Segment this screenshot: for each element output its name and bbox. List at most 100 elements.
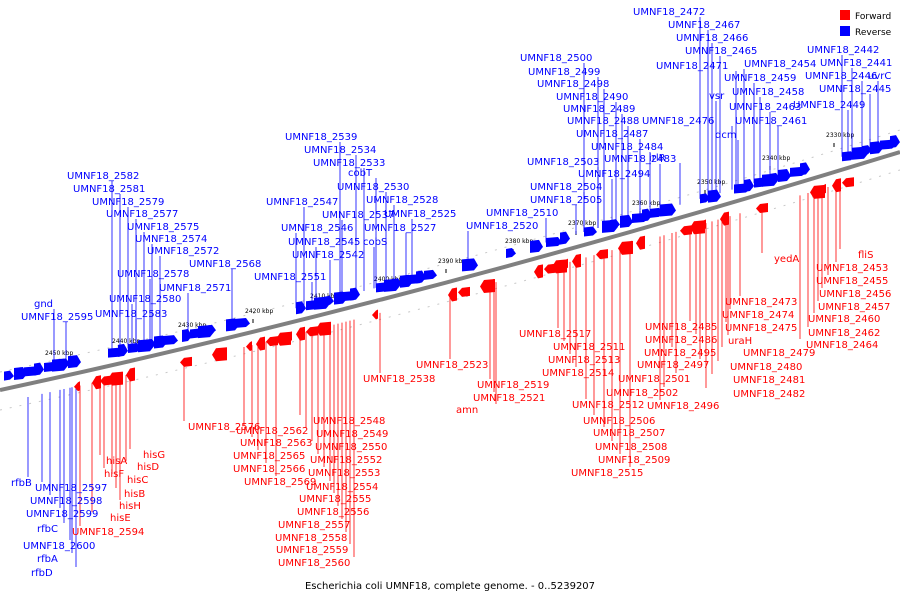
gene-label[interactable]: rfbD [31,568,53,579]
gene-label[interactable]: UMNF18_2577 [106,209,178,220]
gene-label[interactable]: UMNF18_2460 [808,314,880,325]
gene-label[interactable]: UMNF18_2457 [818,302,890,313]
gene-label[interactable]: UMNF18_2501 [618,374,690,385]
gene-label[interactable]: UMNF18_2563 [240,438,312,449]
gene-label[interactable]: hisF [104,469,124,480]
reverse-gene[interactable] [530,239,543,253]
gene-label[interactable]: UMNF18_2555 [299,494,371,505]
gene-label[interactable]: UMNF18_2560 [278,558,350,569]
forward-gene[interactable] [572,253,581,268]
gene-label[interactable]: UMNF18_2504 [530,182,602,193]
gene-label[interactable]: UMNF18_2490 [556,92,628,103]
forward-gene[interactable] [832,178,841,193]
reverse-gene[interactable] [4,370,14,381]
gene-label[interactable]: UMNF18_2550 [315,442,387,453]
gene-label[interactable]: UMNF18_2530 [337,182,409,193]
gene-label[interactable]: UMNF18_2499 [528,67,600,78]
forward-gene[interactable] [266,336,278,347]
gene-label[interactable]: UMNF18_2514 [542,368,614,379]
reverse-gene[interactable] [324,295,334,306]
forward-gene[interactable] [596,249,608,260]
gene-label[interactable]: irlR [649,153,666,164]
forward-gene[interactable] [126,367,135,382]
forward-gene[interactable] [212,347,227,362]
gene-label[interactable]: UMNF18_2547 [266,197,338,208]
forward-gene[interactable] [756,202,768,213]
gene-label[interactable]: UMNF18_2523 [416,360,488,371]
gene-label[interactable]: UMNF18_2537 [322,210,394,221]
forward-gene[interactable] [458,286,470,297]
gene-label[interactable]: UMNF18_2549 [316,429,388,440]
reverse-gene[interactable] [584,226,597,237]
reverse-gene[interactable] [68,355,81,369]
forward-gene[interactable] [820,183,826,194]
gene-label[interactable]: UMNF18_2500 [520,53,592,64]
gene-label[interactable]: UMNF18_2598 [30,496,102,507]
reverse-gene[interactable] [350,287,360,301]
forward-gene[interactable] [296,326,305,341]
reverse-gene[interactable] [870,141,883,155]
gene-label[interactable]: rfbB [11,478,32,489]
gene-label[interactable]: UMNF18_2473 [725,297,797,308]
reverse-gene[interactable] [34,362,44,376]
forward-gene[interactable] [276,331,291,346]
reverse-gene[interactable] [770,172,780,183]
gene-label[interactable]: UMNF18_2480 [730,362,802,373]
gene-label[interactable]: UMNF18_2508 [595,442,667,453]
gene-label[interactable]: UMNF18_2475 [725,323,797,334]
gene-label[interactable]: UMNF18_2479 [743,348,815,359]
forward-gene[interactable] [636,235,645,250]
gene-label[interactable]: hisE [110,513,131,524]
gene-label[interactable]: UMNF18_2553 [308,468,380,479]
reverse-gene[interactable] [146,338,156,349]
gene-label[interactable]: UMNF18_2505 [530,195,602,206]
gene-label[interactable]: UMNF18_2521 [473,393,545,404]
gene-label[interactable]: UMNF18_2517 [519,329,591,340]
reverse-gene[interactable] [206,324,216,335]
gene-label[interactable]: fliS [858,250,873,261]
forward-gene[interactable] [680,225,692,236]
reverse-gene[interactable] [182,328,192,342]
reverse-gene[interactable] [800,162,810,176]
gene-label[interactable]: UMNF18_2575 [127,222,199,233]
gene-label[interactable]: UMNF18_2583 [95,309,167,320]
reverse-gene[interactable] [60,358,70,369]
gene-label[interactable]: UMNF18_2506 [583,416,655,427]
gene-label[interactable]: UMNF18_2546 [281,223,353,234]
gene-label[interactable]: amn [456,405,478,416]
gene-label[interactable]: rfbC [37,524,58,535]
gene-label[interactable]: yedA [774,254,799,265]
forward-gene[interactable] [256,336,265,351]
gene-label[interactable]: UMNF18_2519 [477,380,549,391]
gene-label[interactable]: UMNF18_2597 [35,483,107,494]
gene-label[interactable]: UMNF18_2574 [135,234,207,245]
reverse-gene[interactable] [506,247,516,258]
gene-label[interactable]: UMNF18_2484 [591,142,663,153]
gene-label[interactable]: UMNF18_2556 [297,507,369,518]
gene-label[interactable]: UMNF18_2449 [793,100,865,111]
gene-label[interactable]: rfbA [37,554,58,565]
reverse-gene[interactable] [778,168,791,182]
gene-label[interactable]: UMNF18_2503 [527,157,599,168]
reverse-gene[interactable] [642,208,652,222]
gene-label[interactable]: UMNF18_2483 [604,154,676,165]
gene-label[interactable]: UMNF18_2472 [633,7,705,18]
gene-label[interactable]: cobS [363,237,387,248]
gene-label[interactable]: UMNF18_2528 [366,195,438,206]
gene-label[interactable]: UMNF18_2565 [233,451,305,462]
gene-label[interactable]: UMNF18_2507 [593,428,665,439]
gene-label[interactable]: hisH [119,501,141,512]
forward-gene[interactable] [74,381,80,392]
gene-label[interactable]: UMNF18_2538 [363,374,435,385]
forward-gene[interactable] [306,326,318,337]
gene-label[interactable]: UMNF18_2459 [724,73,796,84]
forward-gene[interactable] [842,177,854,188]
gene-label[interactable]: hisD [137,462,159,473]
gene-label[interactable]: UMNF18_2552 [310,455,382,466]
gene-label[interactable]: UMNF18_2542 [292,250,364,261]
gene-label[interactable]: UMNF18_2462 [808,328,880,339]
reverse-gene[interactable] [700,193,710,204]
gene-label[interactable]: UMNF18_2551 [254,272,326,283]
gene-label[interactable]: UMNF18_2441 [820,58,892,69]
gene-label[interactable]: UMNF18_2455 [816,276,888,287]
